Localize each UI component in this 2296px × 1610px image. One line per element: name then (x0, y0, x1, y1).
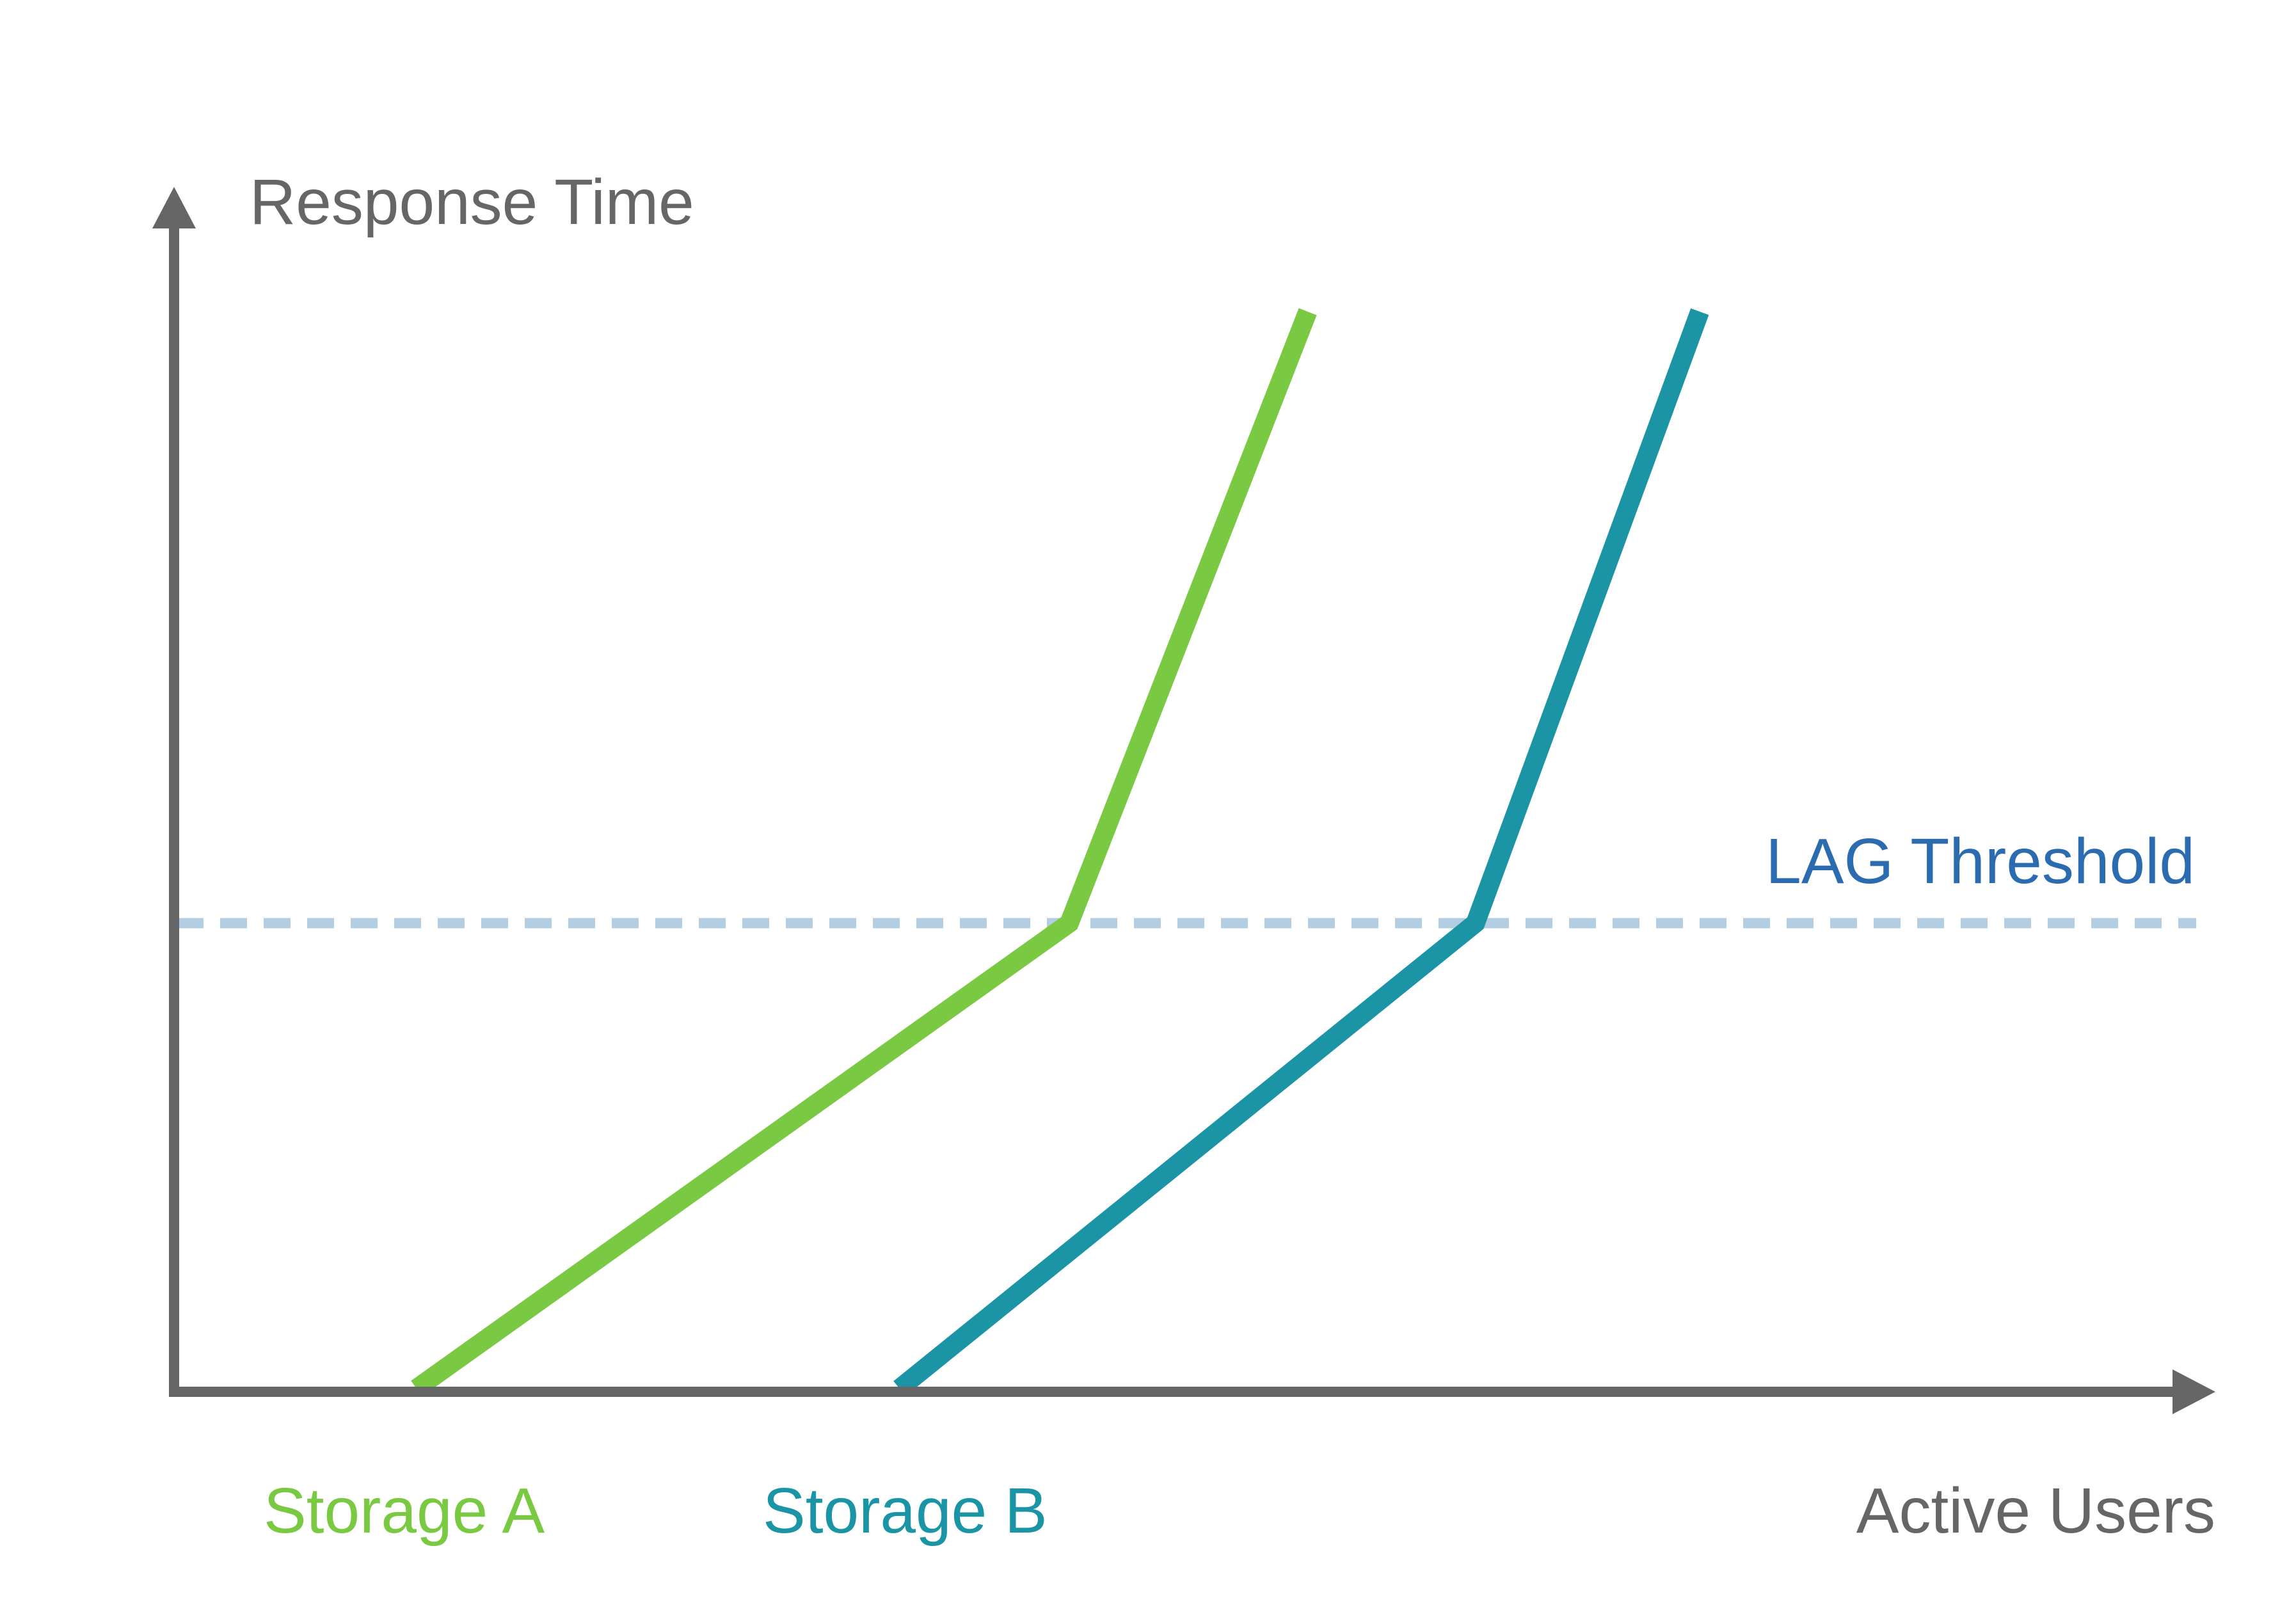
x-axis-arrow-icon (2172, 1369, 2215, 1414)
y-axis-label: Response Time (250, 166, 694, 238)
series-line-storage-b (893, 308, 1709, 1396)
y-axis-arrow-icon (152, 187, 196, 228)
plot-area (177, 308, 2196, 1397)
legend-storage-b: Storage B (763, 1475, 1048, 1547)
threshold-label: LAG Threshold (1766, 825, 2195, 897)
legend-storage-a: Storage A (264, 1475, 545, 1547)
series-line-storage-a (411, 308, 1317, 1397)
x-axis-label: Active Users (1856, 1475, 2215, 1547)
